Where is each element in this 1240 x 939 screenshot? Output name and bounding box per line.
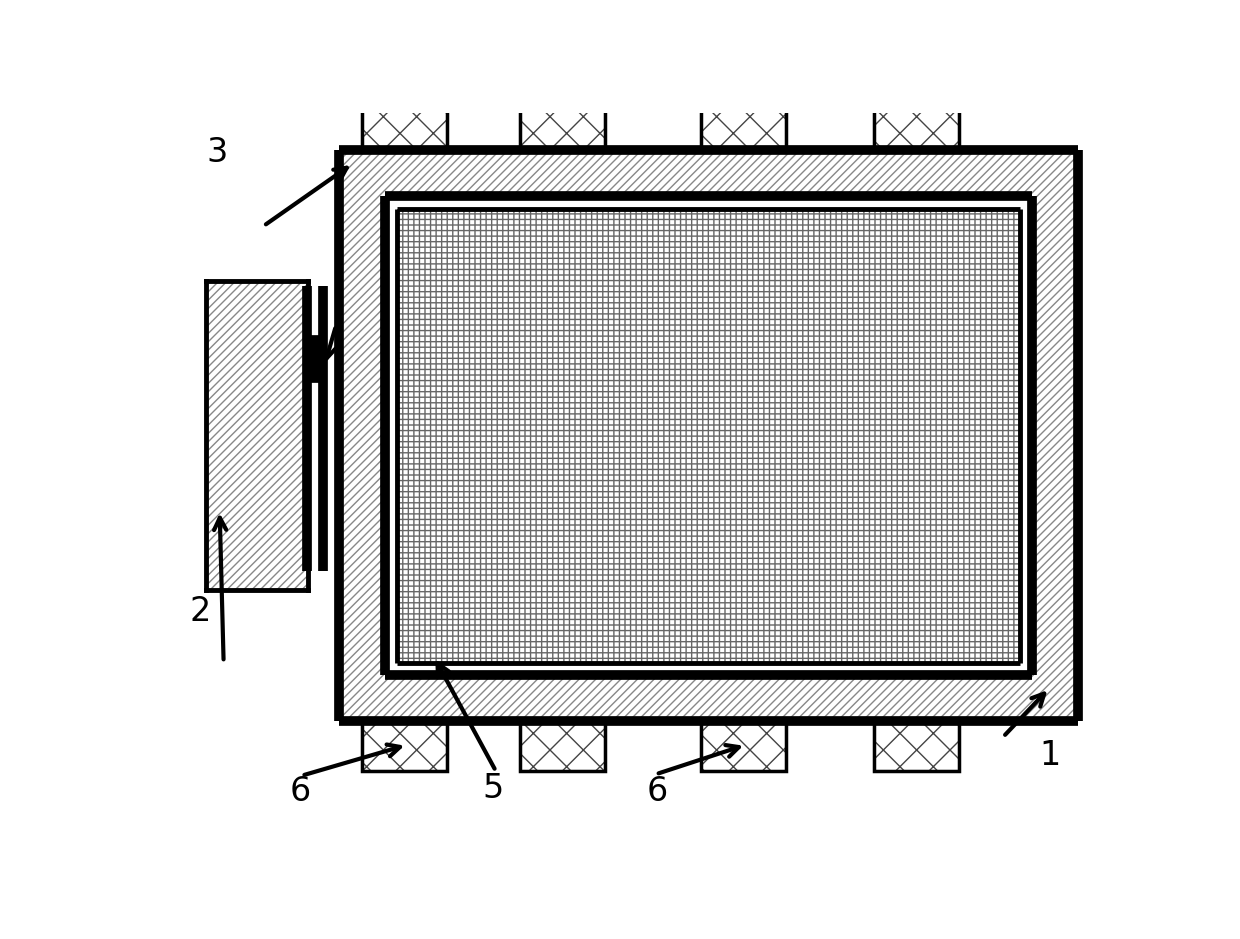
Bar [520, 100, 605, 149]
Bar [362, 100, 446, 149]
Text: 2: 2 [190, 595, 211, 628]
Bar [520, 100, 605, 149]
Bar [520, 721, 605, 771]
Bar [874, 721, 959, 771]
Bar [874, 721, 959, 771]
Bar [701, 100, 786, 149]
Bar [520, 721, 605, 771]
Bar [397, 209, 1021, 663]
Bar [339, 149, 1079, 721]
Text: 5: 5 [482, 772, 503, 806]
Bar [397, 209, 1021, 663]
Bar [701, 100, 786, 149]
Bar [874, 721, 959, 771]
Bar [874, 100, 959, 149]
Bar [520, 100, 605, 149]
Text: 6: 6 [290, 776, 311, 808]
Bar [306, 340, 322, 378]
Text: 3: 3 [207, 136, 228, 169]
Bar [874, 100, 959, 149]
Bar [362, 100, 446, 149]
Bar [701, 721, 786, 771]
Bar [397, 209, 1021, 663]
Bar [701, 721, 786, 771]
Bar [701, 721, 786, 771]
Bar [701, 100, 786, 149]
Bar [362, 721, 446, 771]
Bar [520, 721, 605, 771]
Bar [339, 149, 1079, 721]
Bar [305, 378, 325, 571]
Bar [362, 721, 446, 771]
Text: 1: 1 [1039, 739, 1060, 772]
Bar [206, 281, 309, 590]
Bar [874, 100, 959, 149]
Bar [386, 196, 1032, 675]
Bar [362, 721, 446, 771]
Bar [206, 281, 309, 590]
Bar [362, 100, 446, 149]
Text: 6: 6 [646, 776, 667, 808]
